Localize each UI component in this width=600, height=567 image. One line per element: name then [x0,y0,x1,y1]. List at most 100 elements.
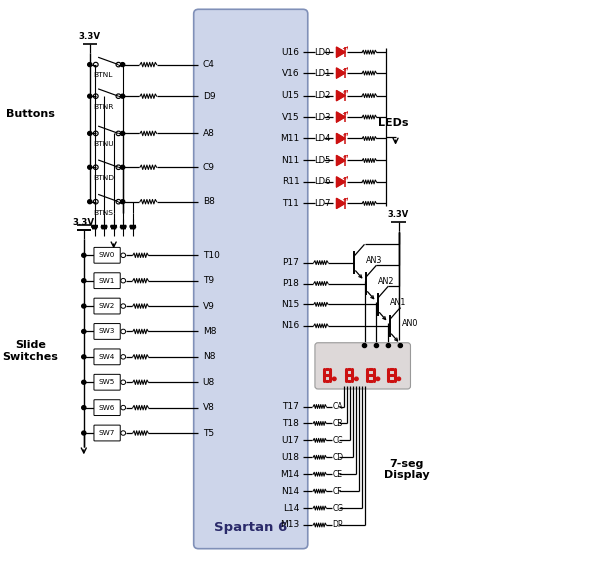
Text: U15: U15 [281,91,299,100]
Text: A8: A8 [203,129,215,138]
Text: BTNR: BTNR [94,104,114,110]
FancyBboxPatch shape [94,374,120,390]
Text: T10: T10 [203,251,220,260]
Text: BTNS: BTNS [94,210,113,215]
Circle shape [386,344,391,348]
FancyBboxPatch shape [94,425,120,441]
Circle shape [121,94,125,98]
Circle shape [88,94,92,98]
Text: C9: C9 [203,163,215,172]
Text: L14: L14 [283,503,299,513]
Text: LD6: LD6 [314,177,330,187]
Circle shape [82,304,86,308]
FancyBboxPatch shape [94,349,120,365]
Text: N15: N15 [281,300,299,309]
Circle shape [355,377,358,380]
Text: V16: V16 [282,69,299,78]
Text: CC: CC [332,436,343,445]
Circle shape [398,344,403,348]
Text: V8: V8 [203,403,215,412]
Polygon shape [337,68,345,78]
Text: LD4: LD4 [314,134,330,143]
Text: 3.3V: 3.3V [388,210,409,219]
Text: M14: M14 [280,469,299,479]
Text: 7-seg
Display: 7-seg Display [383,459,429,480]
Text: LD2: LD2 [314,91,330,100]
Text: U8: U8 [203,378,215,387]
Circle shape [374,344,379,348]
Text: BTNU: BTNU [94,141,114,147]
FancyBboxPatch shape [315,342,410,389]
Text: LD0: LD0 [314,48,330,57]
Circle shape [121,62,125,66]
FancyBboxPatch shape [194,9,308,549]
Circle shape [121,200,125,204]
Text: M13: M13 [280,521,299,530]
Text: CD: CD [332,453,343,462]
Text: SW4: SW4 [99,354,115,360]
Text: AN1: AN1 [390,298,407,307]
Text: BTNL: BTNL [94,73,113,78]
Text: SW3: SW3 [99,328,115,335]
Text: U16: U16 [281,48,299,57]
Text: LEDs: LEDs [377,118,408,128]
Polygon shape [337,91,345,101]
Text: P17: P17 [283,258,299,267]
Polygon shape [337,155,345,166]
FancyBboxPatch shape [94,324,120,340]
Text: SW2: SW2 [99,303,115,309]
Text: T9: T9 [203,276,214,285]
Circle shape [88,62,92,66]
Text: Slide
Switches: Slide Switches [2,340,58,362]
Text: V15: V15 [282,113,299,121]
Circle shape [82,329,86,333]
Text: Spartan 6: Spartan 6 [214,521,287,534]
Circle shape [121,132,125,136]
Text: BTND: BTND [94,175,115,181]
Text: LD7: LD7 [314,199,330,208]
Circle shape [82,279,86,283]
Text: SW0: SW0 [99,252,115,259]
Circle shape [82,355,86,359]
Text: N8: N8 [203,352,215,361]
Text: T17: T17 [283,402,299,411]
Text: LD5: LD5 [314,156,330,165]
Text: N11: N11 [281,156,299,165]
Circle shape [88,200,92,204]
Circle shape [332,377,336,380]
Text: Buttons: Buttons [5,109,55,119]
Circle shape [121,166,125,169]
Polygon shape [337,133,345,143]
Text: CB: CB [332,419,343,428]
Circle shape [82,431,86,435]
Text: M11: M11 [280,134,299,143]
Circle shape [82,405,86,409]
Text: C4: C4 [203,60,215,69]
Text: CG: CG [332,503,343,513]
Text: T11: T11 [283,199,299,208]
Circle shape [82,253,86,257]
FancyBboxPatch shape [94,273,120,289]
Text: LD1: LD1 [314,69,330,78]
Text: P18: P18 [283,279,299,288]
Text: R11: R11 [281,177,299,187]
Polygon shape [337,47,345,57]
Text: 3.3V: 3.3V [79,32,101,41]
Text: T5: T5 [203,429,214,438]
Text: CF: CF [332,486,342,496]
Circle shape [82,380,86,384]
Text: CA: CA [332,402,343,411]
Text: M8: M8 [203,327,216,336]
Text: SW1: SW1 [99,278,115,284]
Text: SW5: SW5 [99,379,115,385]
Text: B8: B8 [203,197,215,206]
Text: U17: U17 [281,436,299,445]
Text: D9: D9 [203,92,215,101]
Text: T18: T18 [283,419,299,428]
Circle shape [362,344,367,348]
FancyBboxPatch shape [94,247,120,263]
Text: U18: U18 [281,453,299,462]
Text: 3.3V: 3.3V [73,218,95,227]
Polygon shape [337,177,345,187]
Text: SW7: SW7 [99,430,115,436]
